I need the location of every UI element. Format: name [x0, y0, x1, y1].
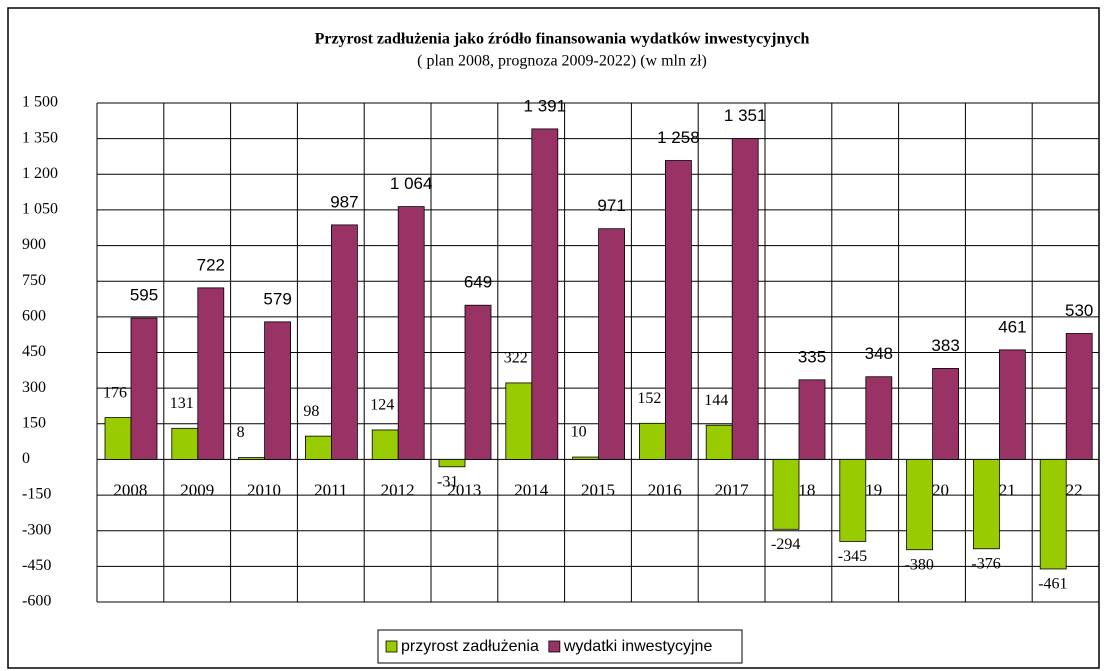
bar [464, 304, 492, 460]
bar [171, 427, 199, 460]
data-label: 335 [798, 347, 826, 366]
y-tick-label: -450 [22, 557, 51, 574]
bar [705, 424, 733, 460]
data-label: 971 [597, 196, 625, 215]
legend-label: przyrost zadłużenia [401, 638, 539, 655]
data-label: 98 [303, 403, 319, 420]
bar [238, 457, 266, 460]
bar [731, 138, 759, 460]
data-label: 322 [504, 350, 528, 367]
y-tick-label: -600 [22, 593, 51, 610]
data-label: 722 [197, 255, 225, 274]
data-label: 595 [130, 286, 158, 305]
data-label: 383 [931, 336, 959, 355]
x-tick-label: 2011 [314, 480, 347, 499]
data-label: 10 [571, 424, 587, 441]
data-label: 348 [865, 344, 893, 363]
bar [598, 228, 625, 460]
bar [973, 459, 1000, 550]
data-label: -294 [771, 536, 800, 553]
x-tick-label: 2012 [381, 480, 415, 499]
x-tick-label: 2015 [581, 480, 615, 499]
bar [865, 376, 893, 460]
data-label: 176 [103, 384, 127, 401]
y-tick-label: 1 050 [22, 201, 58, 218]
data-label: 124 [370, 397, 394, 414]
bar [371, 429, 399, 460]
y-tick-label: 150 [22, 414, 46, 431]
data-label: 1 064 [390, 174, 433, 193]
x-tick-label: 2014 [514, 480, 549, 499]
x-tick-label: 2016 [648, 480, 682, 499]
data-label: 1 351 [724, 106, 767, 125]
bar [572, 456, 599, 460]
bar [104, 417, 132, 460]
bar [1039, 459, 1067, 570]
data-label: -345 [838, 548, 867, 565]
bar [330, 224, 358, 460]
bar [798, 379, 826, 460]
data-label: -31 [437, 473, 458, 490]
data-label: 530 [1065, 301, 1093, 320]
data-label: 8 [237, 424, 245, 441]
bar [264, 321, 292, 460]
y-tick-label: 1 500 [22, 94, 58, 111]
y-tick-label: 1 350 [22, 129, 58, 146]
chart-title: Przyrost zadłużenia jako źródło finansow… [315, 31, 810, 48]
y-tick-label: 450 [22, 343, 46, 360]
y-tick-label: -150 [22, 486, 51, 503]
chart-subtitle: ( plan 2008, prognoza 2009-2022) (w mln … [417, 53, 707, 70]
data-label: 649 [464, 273, 492, 292]
data-label: 152 [637, 390, 661, 407]
data-label: -376 [971, 555, 1000, 572]
bar [438, 459, 466, 468]
bar [531, 128, 559, 460]
bar [839, 459, 867, 542]
bar [639, 422, 666, 460]
bar [304, 435, 332, 460]
y-tick-label: -300 [22, 521, 51, 538]
data-label: 144 [704, 392, 728, 409]
legend-swatch [385, 640, 398, 653]
bar [1065, 333, 1093, 460]
x-tick-label: 2008 [113, 480, 147, 499]
data-label: 461 [998, 317, 1026, 336]
x-tick-label: 2017 [715, 480, 750, 499]
data-label: 1 258 [657, 128, 700, 147]
data-label: 579 [263, 289, 291, 308]
data-label: 987 [330, 192, 358, 211]
bar [130, 317, 158, 460]
bar [197, 287, 225, 460]
y-tick-label: 1 200 [22, 165, 58, 182]
bar [505, 382, 533, 460]
data-label: 1 391 [524, 96, 567, 115]
y-tick-label: 0 [22, 450, 30, 467]
legend-label: wydatki inwestycyjne [563, 638, 713, 655]
x-tick-label: 2013 [447, 480, 481, 499]
data-label: -380 [905, 556, 934, 573]
data-label: 131 [170, 395, 194, 412]
y-tick-label: 750 [22, 272, 46, 289]
bar [772, 459, 800, 530]
legend-swatch [548, 640, 561, 653]
bar [665, 160, 692, 460]
bar [999, 349, 1026, 460]
data-label: -461 [1038, 576, 1067, 593]
x-tick-label: 2009 [180, 480, 214, 499]
y-tick-label: 900 [22, 236, 46, 253]
y-tick-label: 600 [22, 308, 46, 325]
bar [397, 206, 425, 460]
bar [932, 368, 959, 460]
bar [906, 459, 933, 551]
y-tick-label: 300 [22, 379, 46, 396]
x-tick-label: 2010 [247, 480, 281, 499]
